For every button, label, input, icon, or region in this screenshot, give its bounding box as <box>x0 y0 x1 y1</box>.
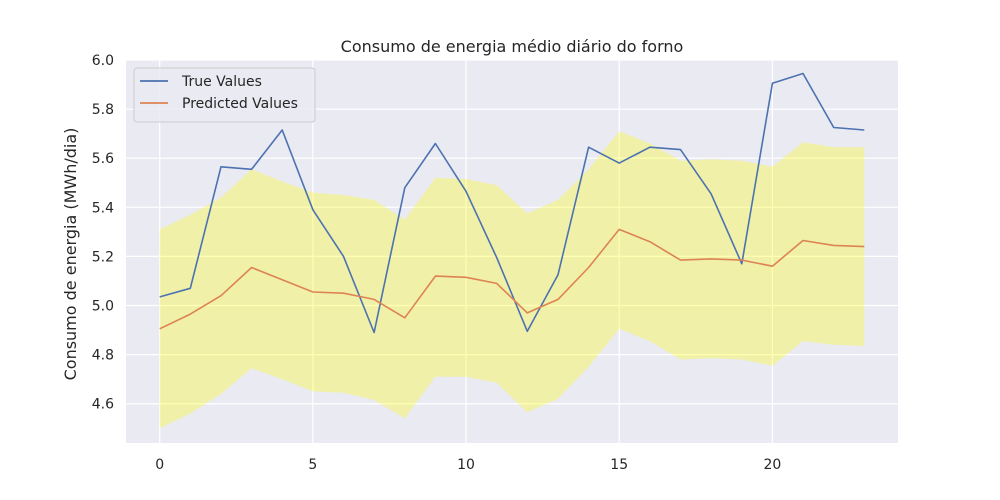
y-tick-label-2: 5.0 <box>92 299 114 315</box>
legend-label-1: Predicted Values <box>182 96 298 112</box>
y-tick-label-0: 4.6 <box>92 397 114 413</box>
series-lines <box>159 72 865 334</box>
y-axis-ticks: 4.6 4.8 5.0 5.2 5.4 5.6 5.8 6.0 <box>92 53 114 413</box>
y-tick-label-3: 5.2 <box>92 249 114 265</box>
legend-label-0: True Values <box>181 74 262 90</box>
x-tick-label-1: 5 <box>308 457 317 473</box>
legend: True Values Predicted Values <box>133 67 316 123</box>
prediction-interval-band <box>159 131 865 429</box>
legend-box <box>133 67 316 123</box>
y-axis-label: Consumo de energia (MWh/dia) <box>61 128 80 381</box>
y-tick-label-6: 5.8 <box>92 102 114 118</box>
y-tick-label-7: 6.0 <box>92 53 114 69</box>
x-axis-ticks: 0 5 10 15 20 <box>155 457 781 473</box>
x-tick-label-4: 20 <box>763 457 781 473</box>
chart-title: Consumo de energia médio diário do forno <box>341 37 684 56</box>
series-line-1 <box>159 228 865 330</box>
x-tick-label-0: 0 <box>155 457 164 473</box>
y-tick-label-1: 4.8 <box>92 348 114 364</box>
confidence-band <box>159 131 865 429</box>
x-tick-label-2: 10 <box>457 457 475 473</box>
y-tick-label-5: 5.6 <box>92 151 114 167</box>
grid-lines <box>126 59 898 443</box>
y-tick-label-4: 5.4 <box>92 200 114 216</box>
x-tick-label-3: 15 <box>610 457 628 473</box>
plot-area <box>126 60 898 443</box>
series-line-0 <box>159 72 865 334</box>
